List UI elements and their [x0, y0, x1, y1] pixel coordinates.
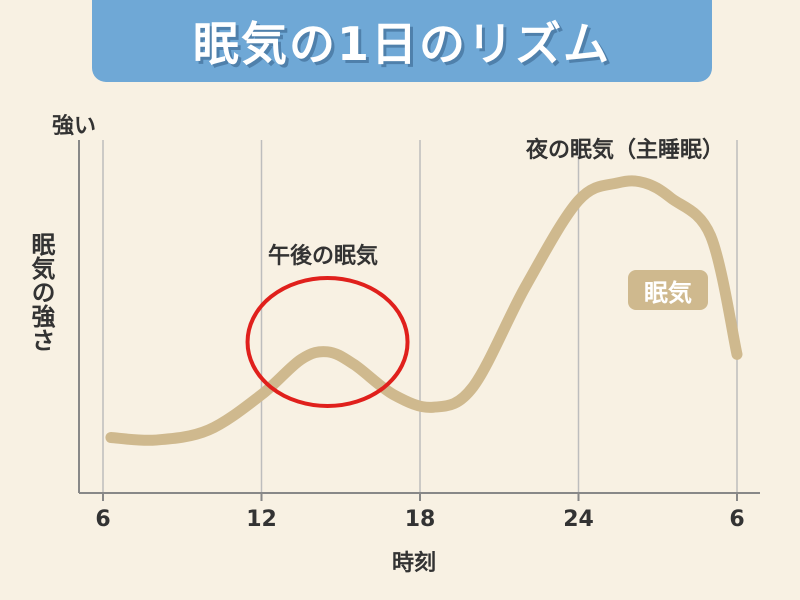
- annotation-afternoon-sleepiness: 午後の眠気: [268, 244, 379, 269]
- gridlines: [102, 140, 738, 493]
- chart-title: 眠気の1日のリズム: [192, 17, 611, 71]
- y-axis-high-label: 強い: [52, 114, 97, 139]
- annotation-night-sleepiness: 夜の眠気（主睡眠）: [526, 138, 725, 163]
- x-tick-label: 6: [729, 507, 744, 532]
- y-axis-label: 眠気の強さ: [27, 232, 55, 352]
- x-tick-label: 24: [563, 507, 594, 532]
- title-banner: 眠気の1日のリズム: [92, 0, 712, 82]
- x-ticks: 6 12 18 24 6: [95, 493, 745, 532]
- x-tick-label: 18: [405, 507, 436, 532]
- x-tick-label: 12: [246, 507, 277, 532]
- sleepiness-curve: [105, 175, 743, 446]
- afternoon-highlight-circle: [245, 276, 410, 408]
- x-tick-label: 6: [95, 507, 110, 532]
- x-axis-label: 時刻: [392, 551, 437, 576]
- legend-sleepiness: 眠気: [628, 270, 708, 310]
